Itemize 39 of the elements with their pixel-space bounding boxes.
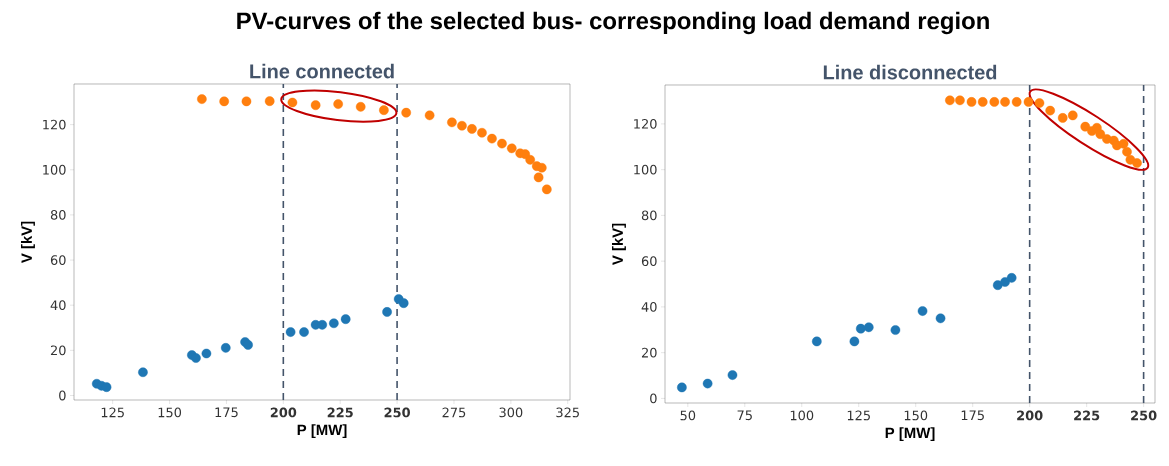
x-tick-label: 200 bbox=[270, 407, 297, 418]
y-tick-label: 0 bbox=[59, 390, 66, 401]
y-axis-title: V [kV] bbox=[20, 221, 35, 264]
x-tick-label: 325 bbox=[556, 407, 579, 418]
chart-subtitle: Line disconnected bbox=[823, 64, 997, 80]
y-tick-label: 80 bbox=[641, 210, 657, 221]
x-tick-label: 150 bbox=[904, 410, 928, 421]
x-axis-title: P [MW] bbox=[297, 424, 347, 439]
x-tick-label: 125 bbox=[101, 407, 124, 418]
x-tick-label: 225 bbox=[327, 407, 353, 418]
y-tick-label: 60 bbox=[641, 256, 657, 267]
x-tick-label: 250 bbox=[1131, 410, 1157, 421]
y-tick-label: 0 bbox=[650, 393, 657, 404]
y-tick-label: 20 bbox=[50, 345, 66, 356]
y-tick-label: 40 bbox=[50, 300, 66, 311]
x-tick-label: 275 bbox=[442, 407, 466, 418]
y-tick-label: 100 bbox=[43, 164, 66, 175]
y-tick-label: 60 bbox=[50, 255, 66, 265]
y-axis-title: V [kV] bbox=[612, 223, 626, 266]
y-tick-label: 20 bbox=[641, 347, 657, 358]
x-tick-label: 125 bbox=[847, 410, 870, 421]
x-tick-label: 100 bbox=[790, 410, 814, 421]
x-axis-title: P [MW] bbox=[885, 427, 935, 442]
x-tick-label: 175 bbox=[215, 407, 238, 418]
x-tick-label: 175 bbox=[961, 410, 984, 421]
x-tick-label: 150 bbox=[158, 407, 182, 418]
y-tick-label: 80 bbox=[50, 210, 66, 220]
x-tick-label: 75 bbox=[737, 410, 752, 421]
y-tick-label: 120 bbox=[634, 118, 657, 129]
chart-subtitle: Line connected bbox=[250, 63, 394, 79]
x-tick-label: 200 bbox=[1017, 410, 1043, 421]
x-tick-label: 225 bbox=[1074, 410, 1100, 421]
y-tick-label: 40 bbox=[641, 302, 657, 312]
y-tick-label: 100 bbox=[634, 164, 657, 175]
chart-title: PV-curves of the selected bus- corresponding load demand region bbox=[237, 11, 989, 35]
x-tick-label: 50 bbox=[680, 410, 696, 421]
y-tick-label: 120 bbox=[43, 119, 66, 130]
x-tick-label: 250 bbox=[384, 407, 410, 418]
x-tick-label: 300 bbox=[499, 407, 523, 418]
